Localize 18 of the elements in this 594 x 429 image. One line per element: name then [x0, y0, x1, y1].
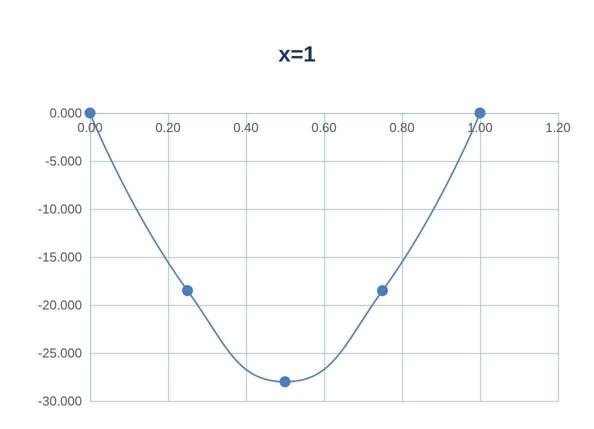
point [84, 108, 96, 118]
point [280, 376, 290, 388]
y-tick-label: -25.000 [38, 346, 82, 360]
x-tick-label: 0.60 [311, 120, 337, 135]
x-tick-label: 0.20 [155, 120, 181, 135]
y-tick-label: -20.000 [38, 298, 82, 312]
x-tick-label: 0.40 [233, 120, 259, 135]
y-tick-label: -15.000 [38, 250, 82, 264]
y-tick-label: -5.000 [45, 154, 82, 168]
x-tick-label: 1.20 [545, 120, 571, 135]
chart-title: x=1 [278, 42, 316, 66]
y-tick-label: -30.000 [38, 394, 82, 408]
point [182, 285, 193, 296]
y-tick-label: -10.000 [38, 202, 82, 216]
x-tick-label: 0.80 [389, 120, 415, 135]
point [474, 108, 486, 118]
y-tick-label: 0.000 [49, 106, 82, 120]
point [377, 285, 388, 296]
